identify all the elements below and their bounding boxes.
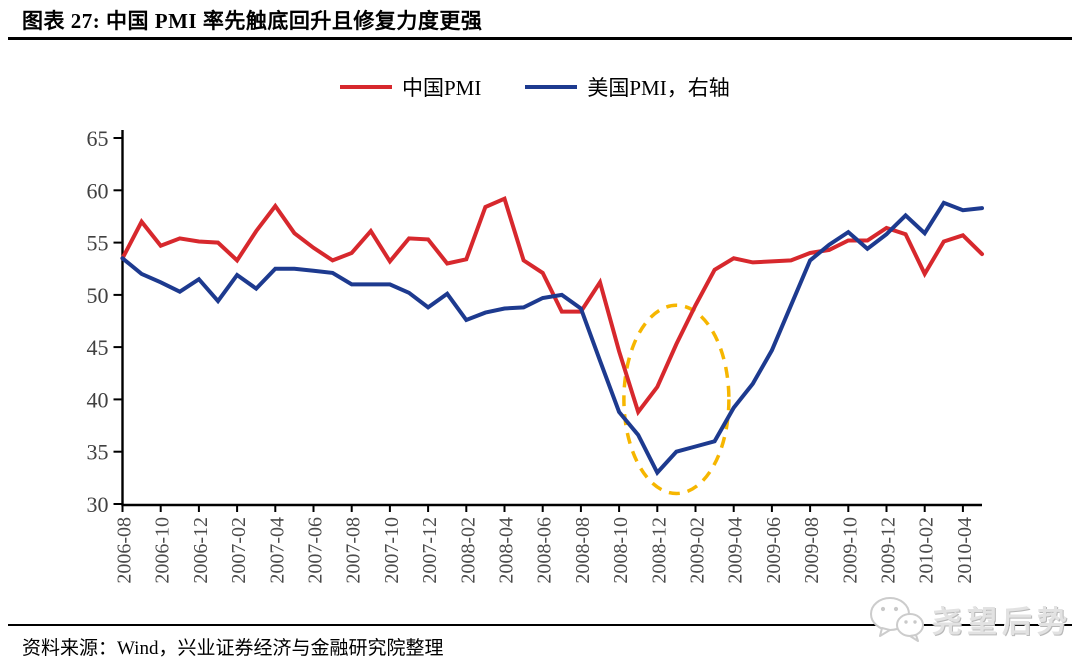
x-axis-tick-label: 2006-08 <box>114 517 136 584</box>
x-axis-tick-label: 2010-02 <box>916 517 938 584</box>
x-axis-tick-label: 2007-10 <box>381 517 403 584</box>
legend-item-china-pmi: 中国PMI <box>340 72 481 102</box>
x-axis-tick-label: 2007-08 <box>343 517 365 584</box>
x-axis-tick-label: 2006-10 <box>152 517 174 584</box>
x-axis-tick-label: 2006-12 <box>190 517 212 584</box>
legend-label-us-pmi: 美国PMI，右轴 <box>587 76 730 100</box>
x-axis-tick-label: 2009-04 <box>725 517 747 584</box>
x-axis-tick-label: 2008-02 <box>457 517 479 584</box>
china-pmi-line <box>120 195 984 417</box>
legend-item-us-pmi: 美国PMI，右轴 <box>525 72 730 102</box>
title-divider <box>8 37 1072 40</box>
y-axis-tick-label: 35 <box>87 440 109 465</box>
bottom-divider <box>8 624 1072 626</box>
y-axis-tick-label: 50 <box>87 283 109 308</box>
x-axis-tick-label: 2009-12 <box>878 517 900 584</box>
x-axis-tick-label: 2007-06 <box>305 517 327 584</box>
x-axis-tick-label: 2008-06 <box>534 517 556 584</box>
y-axis-tick-label: 40 <box>87 387 109 412</box>
x-axis-tick-label: 2009-10 <box>839 517 861 584</box>
x-axis-tick-label: 2009-06 <box>763 517 785 584</box>
wechat-icon <box>870 597 924 642</box>
x-axis-tick-label: 2008-10 <box>610 517 632 584</box>
us-pmi-line <box>120 200 984 477</box>
x-axis-tick-label: 2007-04 <box>266 517 288 584</box>
x-axis-tick-label: 2010-04 <box>954 517 976 584</box>
y-axis-tick-label: 30 <box>87 492 109 517</box>
source-note: 资料来源：Wind，兴业证券经济与金融研究院整理 <box>22 638 444 659</box>
x-axis-tick-label: 2008-12 <box>648 517 670 584</box>
axis-lines <box>121 130 982 507</box>
page-title: 图表 27: 中国 PMI 率先触底回升且修复力度更强 <box>22 9 483 33</box>
x-axis-tick-label: 2007-02 <box>228 517 250 584</box>
watermark-text: 尧望后势 <box>932 606 1072 639</box>
x-axis-tick-label: 2008-08 <box>572 517 594 584</box>
x-axis-tick-label: 2009-08 <box>801 517 823 584</box>
chart-legend: 中国PMI 美国PMI，右轴 <box>340 72 730 102</box>
x-axis-tick-label: 2008-04 <box>496 517 518 584</box>
highlight-ellipse <box>622 303 731 496</box>
x-axis-tick-label: 2007-12 <box>419 517 441 584</box>
y-axis-tick-label: 45 <box>87 335 109 360</box>
x-axis-tick-label: 2009-02 <box>687 517 709 584</box>
china-pmi-line-swatch <box>340 85 392 89</box>
us-pmi-line-swatch <box>525 85 578 89</box>
watermark: 尧望后势 <box>868 596 1072 642</box>
y-axis-tick-label: 65 <box>87 126 109 151</box>
legend-label-china-pmi: 中国PMI <box>402 76 482 100</box>
y-axis-tick-label: 60 <box>87 178 109 203</box>
y-axis-tick-label: 55 <box>87 231 109 256</box>
